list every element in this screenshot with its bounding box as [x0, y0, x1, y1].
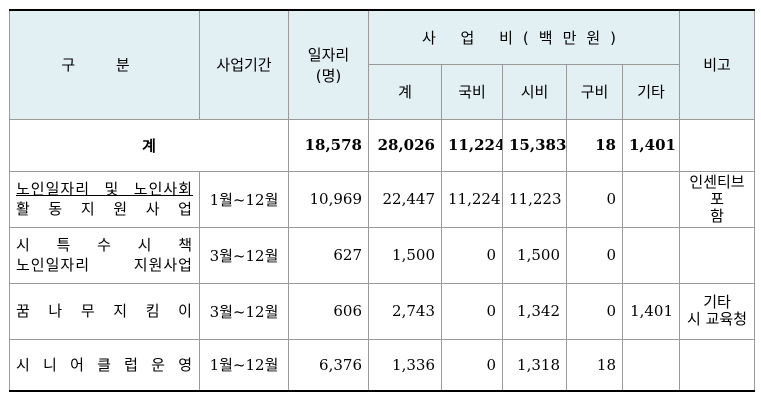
- row-period: 3월~12월: [199, 282, 289, 340]
- total-row: 계 18,578 28,026 11,224 15,383 18 1,401: [9, 118, 756, 172]
- row-district: 0: [566, 170, 623, 228]
- row-district: 18: [566, 338, 623, 392]
- row-total: 2,743: [368, 282, 442, 340]
- row-remarks-line1: 인센티브포: [689, 172, 745, 208]
- row-remarks: [679, 338, 756, 392]
- row-name-line1: 꿈 나 무 지 킴 이: [16, 302, 193, 320]
- row-name: 시 니 어 클 럽 운 영: [9, 338, 200, 392]
- header-jobs-line2: (명): [315, 66, 342, 85]
- header-sub-total: 계: [368, 63, 442, 120]
- row-name: 꿈 나 무 지 킴 이: [9, 282, 200, 340]
- row-district: 0: [566, 282, 623, 340]
- header-remarks: 비고: [679, 9, 756, 120]
- row-other: [621, 226, 681, 284]
- budget-table: 구 분 사업기간 일자리 (명) 사 업 비(백만원) 비고 계 국비 시비 구…: [9, 9, 756, 392]
- header-sub-city: 시비: [502, 63, 567, 120]
- header-category: 구 분: [9, 9, 200, 120]
- header-jobs-line1: 일자리: [307, 45, 350, 64]
- row-national: 0: [441, 226, 503, 284]
- row-period: 1월~12월: [199, 338, 289, 392]
- row-name-line1: 시 특 수 시 책: [16, 236, 193, 254]
- row-total: 1,500: [368, 226, 442, 284]
- row-remarks-line2: 시 교육청: [687, 310, 747, 328]
- header-period: 사업기간: [199, 9, 289, 120]
- row-period: 1월~12월: [199, 170, 289, 228]
- row-other: [621, 338, 681, 392]
- row-city: 1,318: [502, 338, 567, 392]
- header-row-2: 계 국비 시비 구비 기타: [10, 63, 755, 120]
- row-remarks: [679, 226, 756, 284]
- header-row-1: 구 분 사업기간 일자리 (명) 사 업 비(백만원) 비고: [9, 9, 756, 120]
- row-national: 0: [441, 282, 503, 340]
- total-district: 18: [566, 118, 623, 172]
- row-jobs: 6,376: [288, 338, 369, 392]
- row-city: 1,342: [502, 282, 567, 340]
- header-sub-other: 기타: [621, 63, 681, 120]
- header-jobs: 일자리 (명): [288, 9, 369, 120]
- total-national: 11,224: [441, 118, 503, 172]
- row-name: 노인일자리 및 노인사회 활 동 지 원 사 업: [9, 170, 200, 228]
- row-remarks-line2: 함: [710, 206, 724, 225]
- total-label: 계: [9, 118, 289, 172]
- table-row: 시 니 어 클 럽 운 영 1월~12월 6,376 1,336 0 1,318…: [9, 338, 756, 392]
- row-city: 1,500: [502, 226, 567, 284]
- row-name-line1: 시 니 어 클 럽 운 영: [16, 355, 193, 374]
- header-sub-district: 구비: [566, 63, 623, 120]
- row-name-line2: 활 동 지 원 사 업: [16, 200, 193, 218]
- row-remarks-line1: 기타: [703, 293, 731, 311]
- row-name-line2: 노인일자리 지원사업: [16, 256, 193, 274]
- row-district: 0: [566, 226, 623, 284]
- row-total: 1,336: [368, 338, 442, 392]
- total-budget: 28,026: [368, 118, 442, 172]
- table-row: 노인일자리 및 노인사회 활 동 지 원 사 업 1월~12월 10,969 2…: [9, 170, 756, 228]
- row-city: 11,223: [502, 170, 567, 228]
- header-sub-national: 국비: [441, 63, 503, 120]
- table-row: 꿈 나 무 지 킴 이 3월~12월 606 2,743 0 1,342 0 1…: [9, 282, 756, 340]
- row-jobs: 606: [288, 282, 369, 340]
- row-total: 22,447: [368, 170, 442, 228]
- total-city: 15,383: [502, 118, 567, 172]
- row-other: [621, 170, 681, 228]
- row-national: 11,224: [441, 170, 503, 228]
- table-row: 시 특 수 시 책 노인일자리 지원사업 3월~12월 627 1,500 0 …: [9, 226, 756, 284]
- row-name-line1: 노인일자리 및 노인사회: [16, 180, 193, 198]
- row-remarks: 인센티브포 함: [679, 170, 756, 228]
- total-other: 1,401: [621, 118, 681, 172]
- header-budget-group: 사 업 비(백만원): [367, 9, 681, 65]
- row-jobs: 627: [288, 226, 369, 284]
- row-name: 시 특 수 시 책 노인일자리 지원사업: [9, 226, 200, 284]
- row-other: 1,401: [621, 282, 681, 340]
- row-remarks: 기타 시 교육청: [679, 282, 756, 340]
- row-jobs: 10,969: [288, 170, 369, 228]
- row-national: 0: [441, 338, 503, 392]
- row-period: 3월~12월: [199, 226, 289, 284]
- total-remarks: [679, 118, 756, 172]
- total-jobs: 18,578: [288, 118, 369, 172]
